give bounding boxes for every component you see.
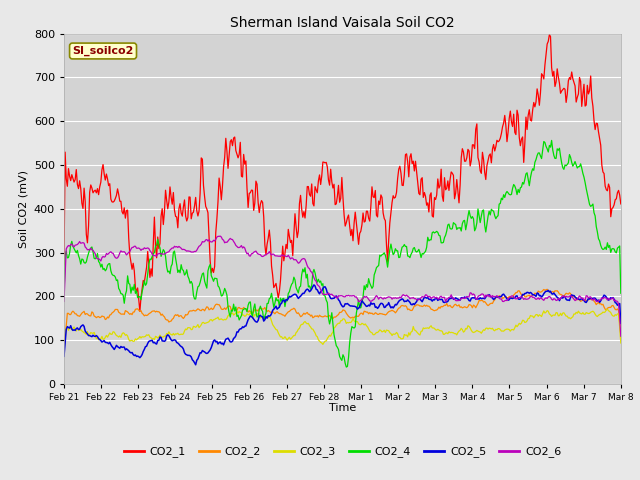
Text: SI_soilco2: SI_soilco2 [72,46,134,56]
CO2_6 [518,294,525,300]
CO2_3 [362,321,369,327]
CO2_5 [192,362,200,368]
Line: CO2_6: CO2_6 [64,236,621,336]
CO2_4 [328,310,335,315]
CO2_2 [324,313,332,319]
CO2_3 [604,306,611,312]
CO2_5 [606,297,614,302]
CO2_1 [136,309,144,314]
CO2_4 [548,138,556,144]
CO2_1 [518,136,525,142]
CO2_6 [617,333,625,339]
CO2_3 [605,308,612,313]
CO2_2 [617,332,625,338]
CO2_1 [362,208,370,214]
CO2_2 [605,305,612,311]
CO2_2 [392,310,399,316]
Line: CO2_1: CO2_1 [64,35,621,312]
CO2_6 [326,291,333,297]
CO2_4 [362,282,370,288]
CO2_1 [326,182,333,188]
Line: CO2_5: CO2_5 [64,285,621,365]
CO2_3 [392,331,399,337]
Line: CO2_4: CO2_4 [64,141,621,367]
CO2_5 [364,303,371,309]
CO2_2 [543,287,551,292]
CO2_5 [310,282,318,288]
CO2_6 [329,293,337,299]
CO2_3 [516,322,524,327]
Line: CO2_2: CO2_2 [64,289,621,347]
CO2_3 [60,348,68,354]
CO2_4 [606,242,614,248]
CO2_6 [60,299,68,304]
CO2_6 [362,294,370,300]
CO2_6 [605,296,612,301]
CO2_2 [328,315,335,321]
Legend: CO2_1, CO2_2, CO2_3, CO2_4, CO2_5, CO2_6: CO2_1, CO2_2, CO2_3, CO2_4, CO2_5, CO2_6 [119,442,566,462]
CO2_6 [216,233,224,239]
CO2_1 [60,262,68,268]
CO2_1 [617,201,625,207]
CO2_2 [516,290,524,296]
CO2_2 [362,309,369,314]
CO2_5 [60,353,68,359]
Line: CO2_3: CO2_3 [64,309,621,351]
CO2_1 [606,185,614,191]
CO2_4 [324,315,332,321]
CO2_2 [60,344,68,349]
CO2_3 [328,331,335,336]
CO2_3 [324,334,332,340]
CO2_4 [518,184,525,190]
Y-axis label: Soil CO2 (mV): Soil CO2 (mV) [19,170,28,248]
CO2_4 [60,295,68,300]
CO2_1 [545,32,553,37]
CO2_6 [393,296,401,301]
CO2_5 [394,300,401,306]
CO2_1 [329,185,337,191]
X-axis label: Time: Time [329,403,356,413]
CO2_5 [327,296,335,301]
CO2_4 [393,248,401,254]
CO2_4 [342,364,350,370]
CO2_5 [519,291,527,297]
CO2_5 [617,321,625,326]
Title: Sherman Island Vaisala Soil CO2: Sherman Island Vaisala Soil CO2 [230,16,454,30]
CO2_4 [617,290,625,296]
CO2_3 [617,340,625,346]
CO2_5 [330,295,338,301]
CO2_1 [393,190,401,195]
